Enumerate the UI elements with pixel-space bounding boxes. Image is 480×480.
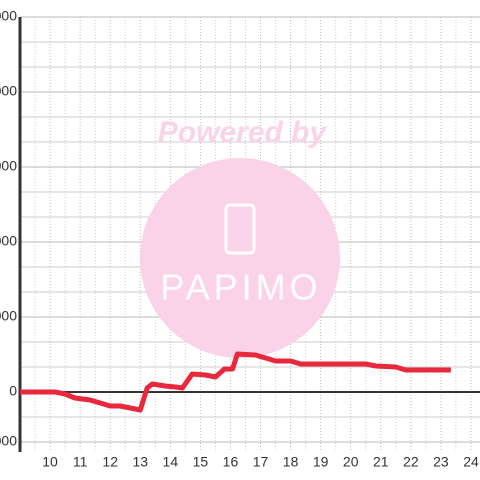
watermark-circle [140,158,340,358]
x-tick-label: 18 [283,454,299,470]
x-tick-label: 11 [73,454,88,470]
x-tick-label: 17 [253,454,269,470]
x-tick-label: 24 [463,454,479,470]
line-series [20,351,451,413]
x-tick-label: 21 [373,454,389,470]
y-tick-label: 120,000 [0,83,17,99]
x-tick-label: 13 [132,454,148,470]
watermark-logo: PAPIMO [160,267,321,308]
x-tick-label: 22 [403,454,419,470]
y-tick-label: 60,000 [0,233,17,249]
x-tick-label: 19 [313,454,329,470]
x-tick-label: 12 [102,454,118,470]
y-tick-label: 150,000 [0,8,17,24]
y-tick-label: -20,000 [0,433,17,449]
x-tick-label: 16 [223,454,239,470]
x-tick-label: 14 [163,454,179,470]
x-tick-label: 10 [42,454,58,470]
x-tick-label: 23 [433,454,449,470]
y-tick-label: 90,000 [0,158,17,174]
watermark-text: Powered by [158,116,328,149]
y-tick-label: 0 [9,383,17,399]
x-tick-label: 15 [193,454,209,470]
y-tick-label: 30,000 [0,308,17,324]
x-tick-label: 20 [343,454,359,470]
watermark-icon [224,203,256,255]
